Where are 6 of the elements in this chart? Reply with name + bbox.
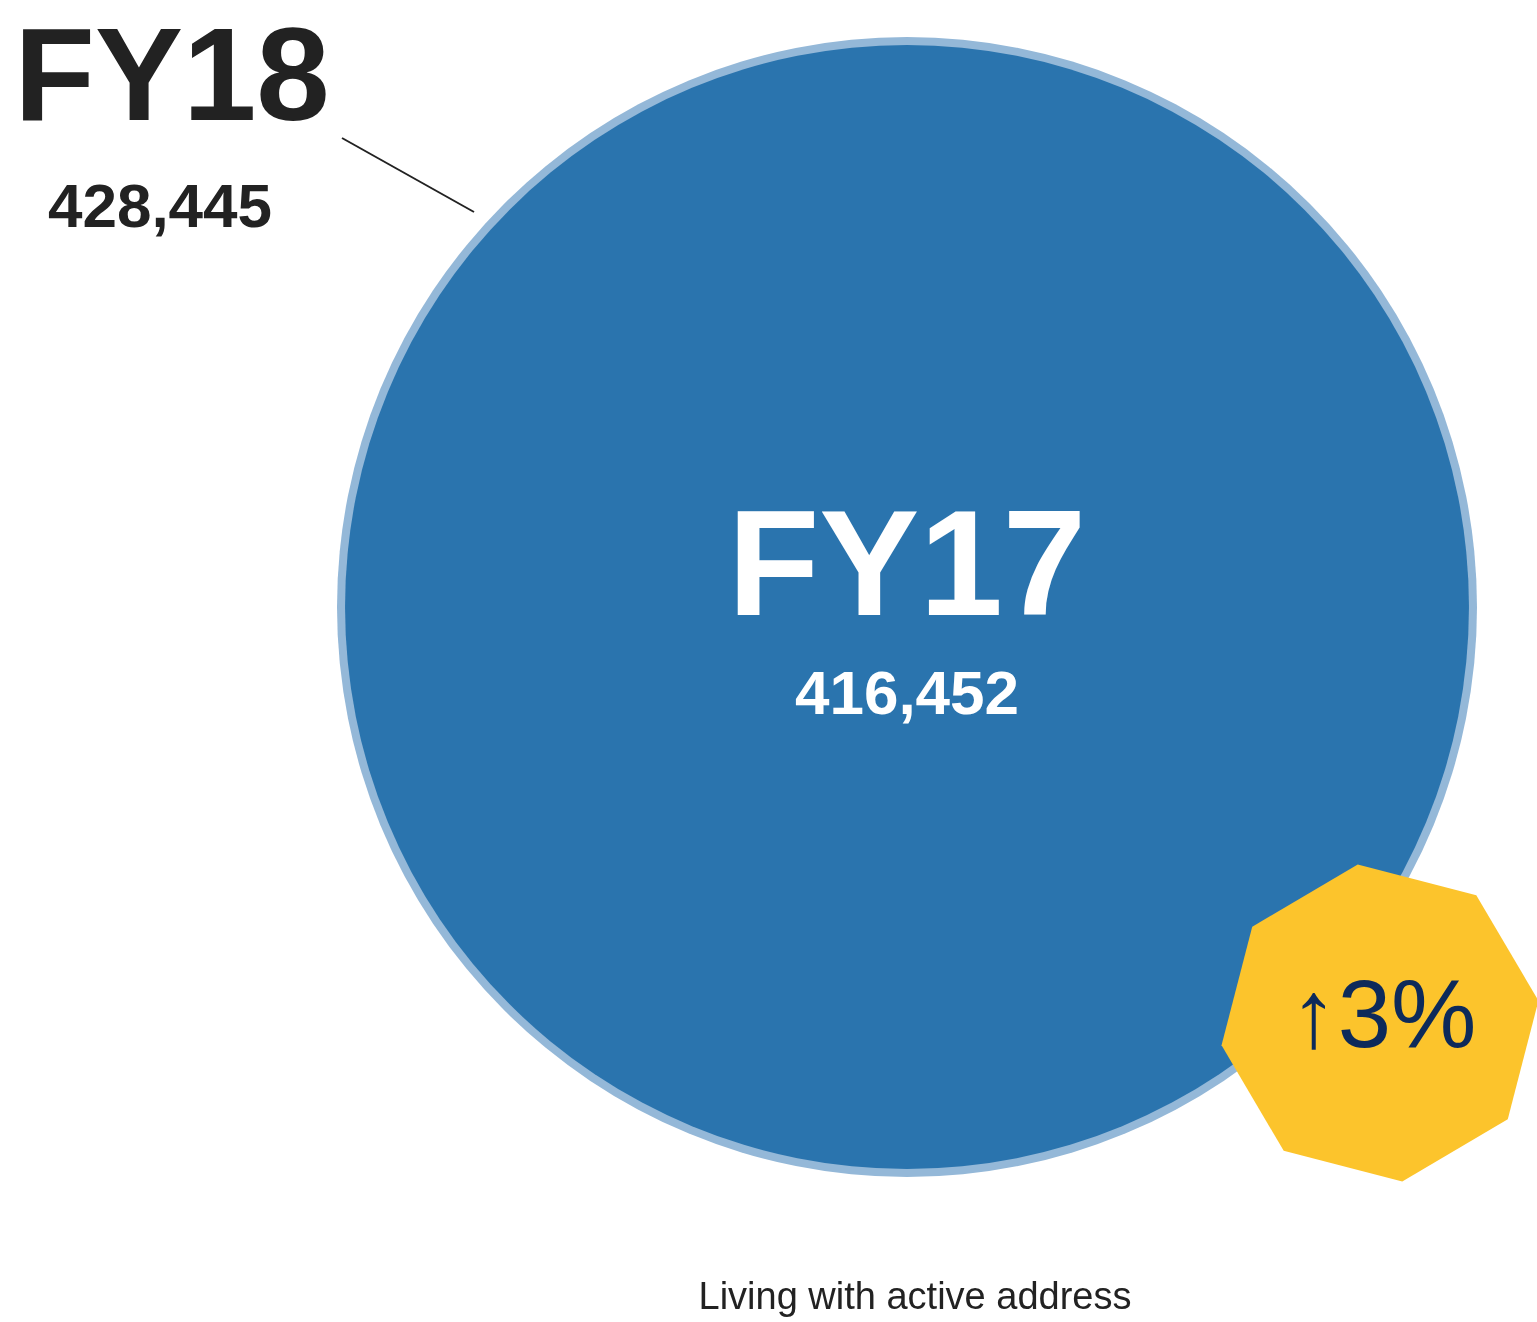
category-label: FY17 [727,479,1087,647]
text: Living with active address [698,1275,1132,1317]
category-label: FY18 [14,1,330,148]
data-label: 416,452 [794,658,1020,727]
text: ↑3% [1289,960,1477,1067]
data-label: 428,445 [47,171,273,240]
